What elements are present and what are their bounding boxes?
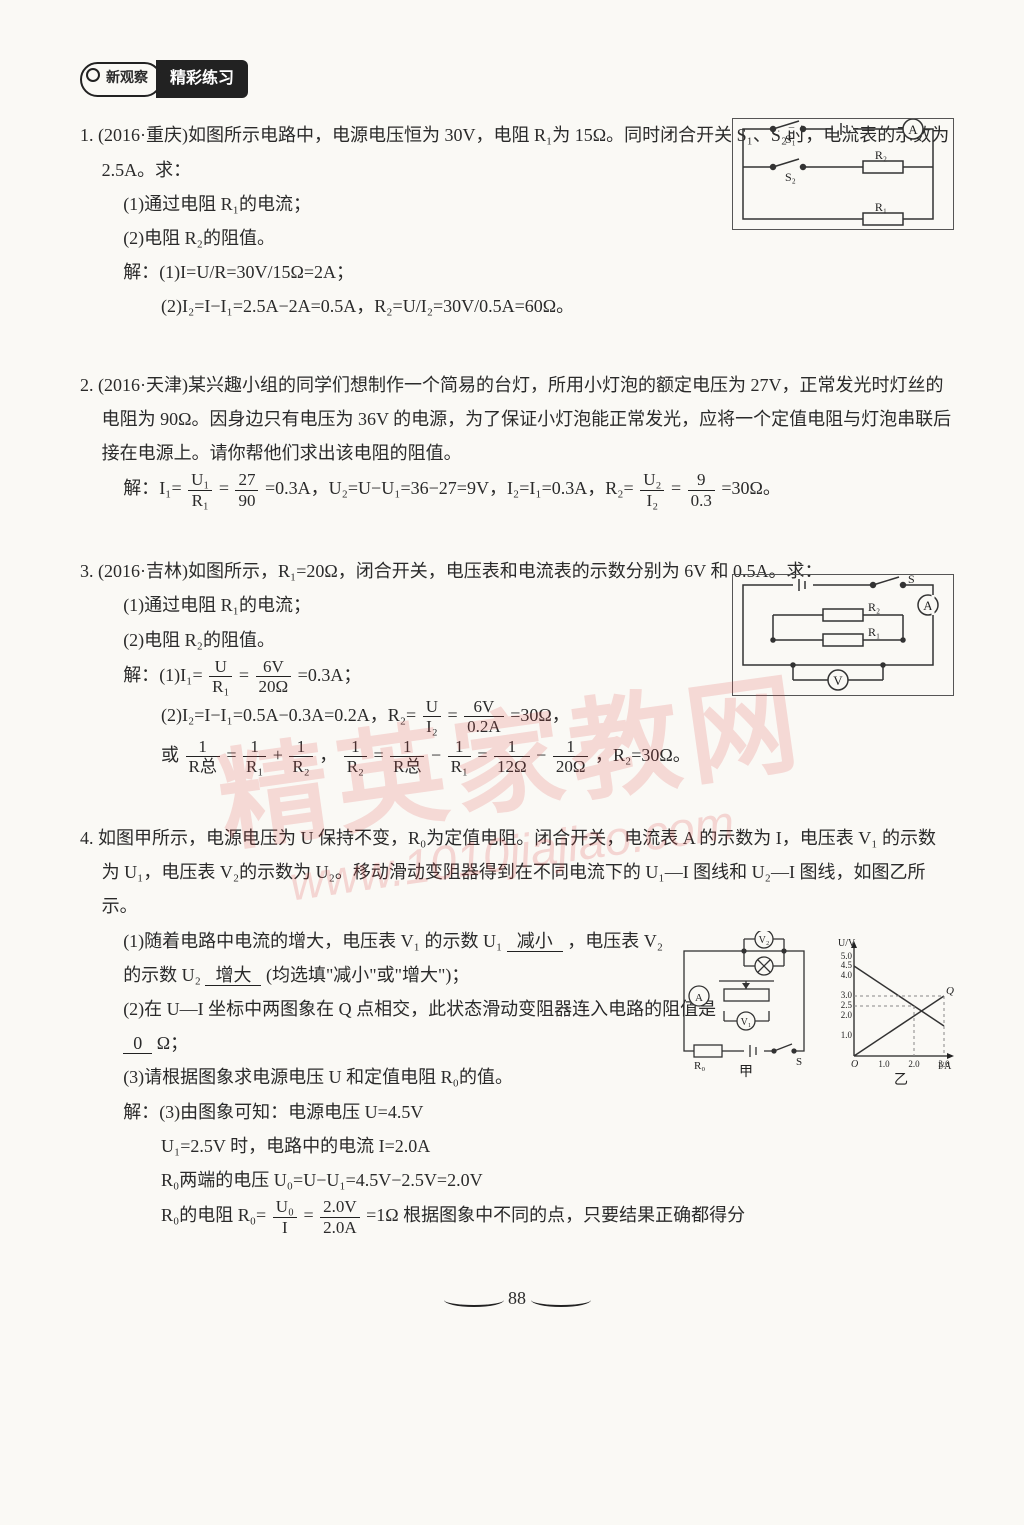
problem-1-sol1: 解：(1)I=U/R=30V/15Ω=2A； bbox=[80, 255, 954, 289]
svg-text:S: S bbox=[908, 575, 915, 586]
circuit-diagram-1: A S₁ S₂ bbox=[732, 118, 954, 230]
svg-text:A: A bbox=[908, 122, 918, 137]
svg-text:4.0: 4.0 bbox=[841, 970, 853, 980]
problem-3-body: 如图所示，R₁=20Ω，闭合开关，电压表和电流表的示数分别为 6V 和 0.5A… bbox=[188, 561, 822, 581]
problem-4-q2: (2)在 U—I 坐标中两图象在 Q 点相交，此状态滑动变阻器连入电路的阻值是 … bbox=[80, 992, 743, 1060]
svg-text:V₂: V₂ bbox=[759, 935, 770, 946]
svg-text:乙: 乙 bbox=[894, 1072, 908, 1086]
problem-4-q1: (1)随着电路中电流的增大，电压表 V₁ 的示数 U₁ 减小 ，电压表 V₂ bbox=[80, 924, 743, 958]
answer-blank-2: 增大 bbox=[205, 965, 261, 986]
svg-text:V₁: V₁ bbox=[741, 1017, 752, 1028]
svg-text:V: V bbox=[833, 673, 843, 688]
svg-text:R₁: R₁ bbox=[868, 625, 880, 639]
svg-text:3.0: 3.0 bbox=[938, 1059, 950, 1069]
answer-blank-3: 0 bbox=[123, 1033, 152, 1054]
svg-text:A: A bbox=[695, 992, 703, 1004]
svg-text:4.5: 4.5 bbox=[841, 960, 853, 970]
problem-1-source: (2016·重庆) bbox=[98, 125, 188, 145]
svg-text:1.0: 1.0 bbox=[878, 1059, 890, 1069]
problem-3-sol3: 或 1R总 = 1R₁ + 1R₂ ， 1R₂ = 1R总 − 1R₁ = 11… bbox=[80, 737, 954, 777]
problem-4-figures: V₂ A bbox=[674, 931, 954, 1086]
problem-4-num: 4. bbox=[80, 828, 98, 848]
svg-text:O: O bbox=[851, 1059, 858, 1070]
problem-4-sol-b: U₁=2.5V 时，电路中的电流 I=2.0A bbox=[80, 1129, 954, 1163]
svg-text:S₂: S₂ bbox=[785, 170, 796, 184]
problem-1-num: 1. bbox=[80, 125, 98, 145]
svg-text:R₁: R₁ bbox=[875, 200, 887, 214]
svg-text:R₂: R₂ bbox=[868, 600, 880, 614]
problem-1: A S₁ S₂ bbox=[80, 118, 954, 323]
svg-text:1.0: 1.0 bbox=[841, 1030, 853, 1040]
problem-2-body: 某兴趣小组的同学们想制作一个简易的台灯，所用小灯泡的额定电压为 27V，正常发光… bbox=[102, 375, 952, 463]
problem-1-sol2: (2)I₂=I−I₁=2.5A−2A=0.5A，R₂=U/I₂=30V/0.5A… bbox=[80, 289, 954, 323]
problem-3: S A R₂ R₁ bbox=[80, 554, 954, 777]
circuit-diagram-3: S A R₂ R₁ bbox=[732, 574, 954, 696]
section-header: 新观察精彩练习 bbox=[80, 60, 248, 98]
svg-text:2.5: 2.5 bbox=[841, 1000, 853, 1010]
svg-text:R₂: R₂ bbox=[875, 148, 887, 162]
svg-text:Q: Q bbox=[946, 985, 954, 997]
svg-text:S₁: S₁ bbox=[785, 132, 796, 146]
problem-2-stem: 2. (2016·天津)某兴趣小组的同学们想制作一个简易的台灯，所用小灯泡的额定… bbox=[80, 368, 954, 471]
problem-3-num: 3. bbox=[80, 561, 98, 581]
problem-4-sol-c: R₀两端的电压 U₀=U−U₁=4.5V−2.5V=2.0V bbox=[80, 1163, 954, 1197]
svg-text:R₀: R₀ bbox=[694, 1060, 705, 1072]
problem-4-sol-d: R₀的电阻 R₀= U₀I = 2.0V2.0A =1Ω 根据图象中不同的点，只… bbox=[80, 1197, 954, 1237]
problem-4: V₂ A bbox=[80, 821, 954, 1237]
problem-2: 2. (2016·天津)某兴趣小组的同学们想制作一个简易的台灯，所用小灯泡的额定… bbox=[80, 368, 954, 511]
svg-text:2.0: 2.0 bbox=[908, 1059, 920, 1069]
svg-text:2.0: 2.0 bbox=[841, 1010, 853, 1020]
svg-text:U/V: U/V bbox=[838, 938, 856, 949]
page-container: 精英家教网 www.1010jiajiao.com 新观察精彩练习 A bbox=[0, 0, 1024, 1525]
svg-text:甲: 甲 bbox=[739, 1065, 753, 1080]
problem-2-num: 2. bbox=[80, 375, 98, 395]
page-number: 88 bbox=[80, 1281, 954, 1315]
badge-right: 精彩练习 bbox=[156, 60, 248, 98]
problem-4-body: 如图甲所示，电源电压为 U 保持不变，R₀为定值电阻。闭合开关，电流表 A 的示… bbox=[98, 828, 936, 916]
problem-3-source: (2016·吉林) bbox=[98, 561, 188, 581]
problem-2-source: (2016·天津) bbox=[98, 375, 188, 395]
problem-4-stem: 4. 如图甲所示，电源电压为 U 保持不变，R₀为定值电阻。闭合开关，电流表 A… bbox=[80, 821, 954, 924]
answer-blank-1: 减小 bbox=[507, 931, 563, 952]
problem-2-sol: 解：I₁= U₁R₁ = 2790 =0.3A，U₂=U−U₁=36−27=9V… bbox=[80, 470, 954, 510]
svg-text:3.0: 3.0 bbox=[841, 990, 853, 1000]
problem-3-sol2: (2)I₂=I−I₁=0.5A−0.3A=0.2A，R₂= UI₂ = 6V0.… bbox=[80, 697, 954, 737]
svg-text:S: S bbox=[796, 1056, 802, 1068]
problem-4-q1b: 的示数 U₂ 增大 (均选填"减小"或"增大")； bbox=[80, 958, 743, 992]
problem-4-sol-a: 解：(3)由图象可知：电源电压 U=4.5V bbox=[80, 1095, 954, 1129]
badge-left: 新观察 bbox=[80, 62, 162, 97]
